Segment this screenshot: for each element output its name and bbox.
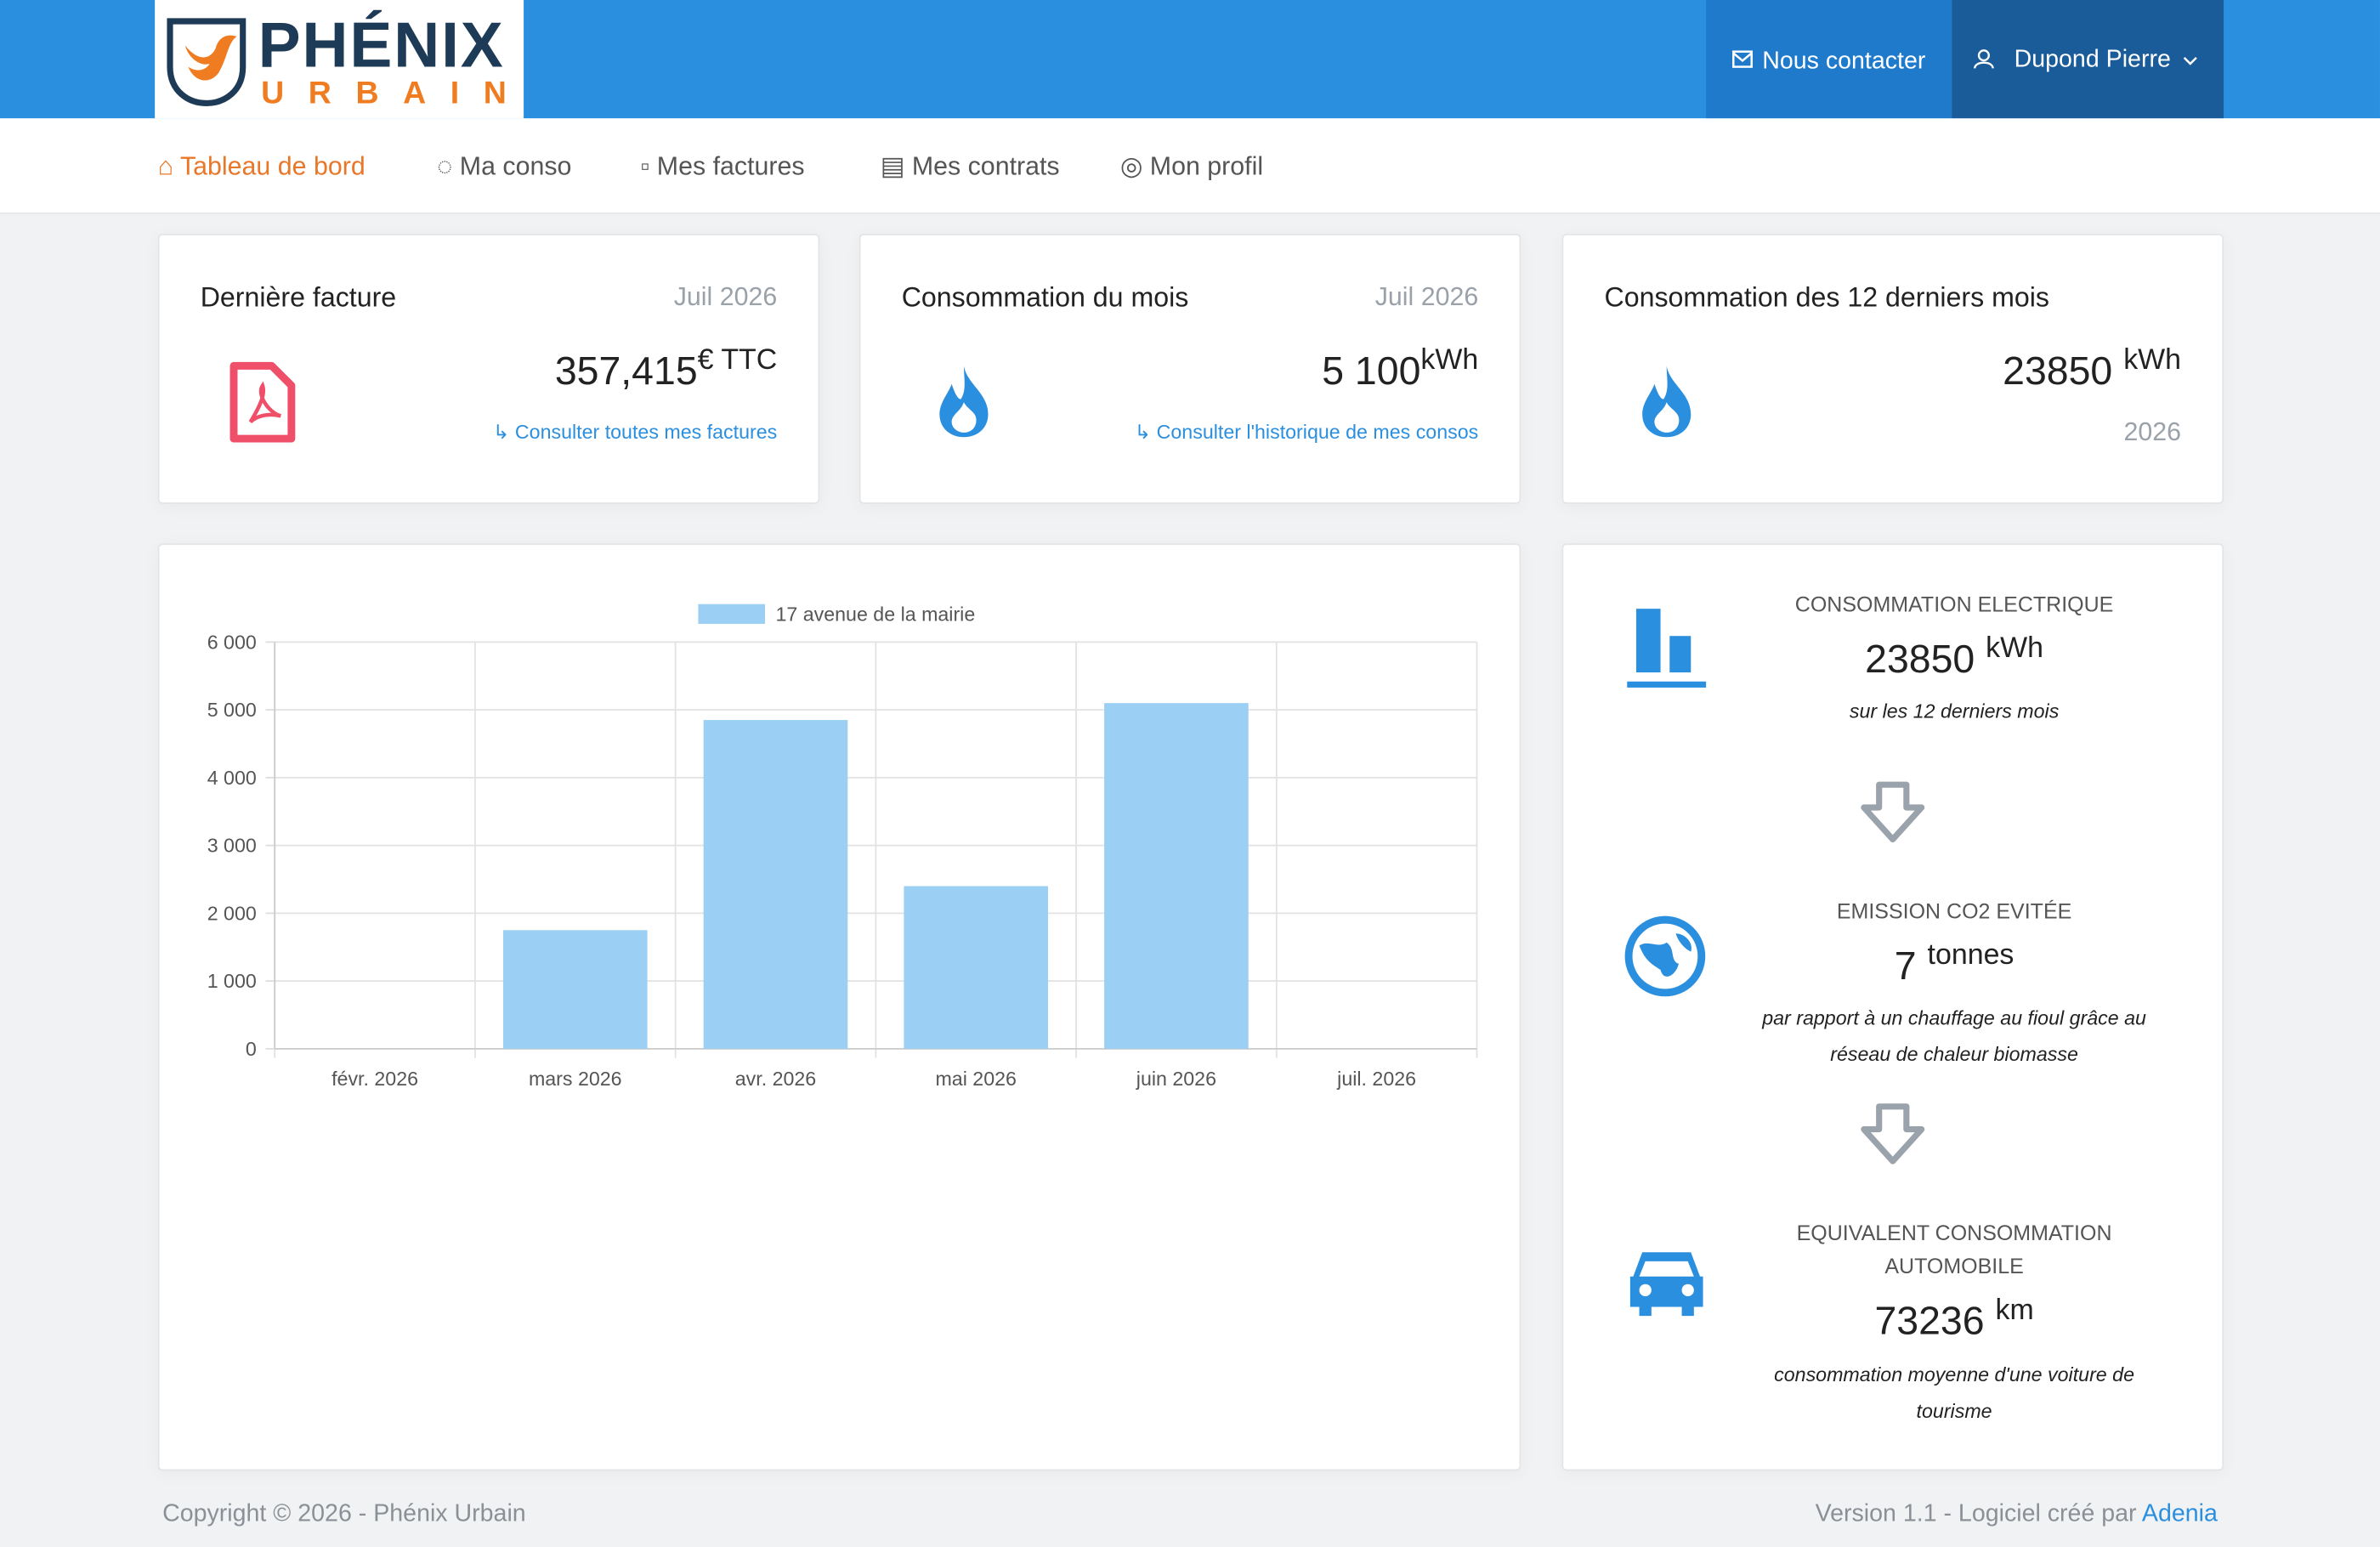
summary-panel: CONSOMMATION ELECTRIQUE 23850 kWh sur le… [1561, 543, 2224, 1471]
nav-label: Mes factures [656, 151, 805, 181]
bar [703, 720, 848, 1049]
version: Version 1.1 - Logiciel créé par Adenia [1816, 1501, 2218, 1528]
footer-link[interactable]: Adenia [2141, 1501, 2218, 1527]
user-name: Dupond Pierre [2014, 47, 2171, 73]
user-icon [1974, 49, 1994, 69]
nav-item[interactable]: ◌ Ma conso [437, 152, 571, 183]
nav-label: Mon profil [1149, 151, 1264, 181]
nav-bar [0, 118, 2380, 214]
bar-icon [1627, 609, 1707, 688]
legend-swatch [698, 604, 765, 624]
bar [904, 886, 1049, 1049]
y-tick-label: 0 [246, 1038, 257, 1060]
logo-title: PHÉNIX [258, 8, 505, 81]
summary-title: EQUIVALENT CONSOMMATION AUTOMOBILE [1796, 1220, 2112, 1278]
unit: kWh [1986, 632, 2044, 666]
legend-label: 17 avenue de la mairie [775, 603, 975, 625]
unit: € TTC [697, 344, 778, 377]
value: 357,415 [554, 347, 698, 394]
down-arrow [1861, 781, 1925, 843]
value: 73236 [1874, 1297, 1985, 1344]
y-tick-label: 1 000 [207, 970, 257, 992]
nav-icon: ▤ [880, 151, 905, 181]
nav-icon: ◎ [1119, 151, 1143, 181]
globe-icon [1624, 915, 1706, 997]
card-period: Juil 2026 [673, 282, 778, 312]
invoice-card: Dernière facture Juil 2026 357,415€ TTC … [157, 233, 820, 504]
nav-label: Tableau de bord [179, 151, 366, 181]
card-value: 23850 kWh [2003, 344, 2181, 394]
value: 5 100 [1322, 347, 1421, 394]
card-period: Juil 2026 [1374, 282, 1479, 312]
unit: km [1995, 1295, 2034, 1327]
nav-label: Mes contrats [911, 151, 1060, 181]
x-tick-label: mars 2026 [529, 1068, 622, 1090]
user-menu[interactable]: Dupond Pierre [1952, 0, 2224, 119]
down-arrow [1861, 1103, 1925, 1164]
card-title: Consommation des 12 derniers mois [1604, 282, 2049, 313]
y-tick-label: 4 000 [207, 767, 257, 789]
bar [1104, 703, 1249, 1049]
value: 23850 [2003, 347, 2113, 394]
card-value: 357,415€ TTC [555, 344, 777, 394]
nav-item[interactable]: ▫ Mes factures [641, 152, 805, 183]
x-tick-label: févr. 2026 [332, 1068, 418, 1090]
pdf-icon [230, 361, 296, 443]
card-title: Consommation du mois [901, 282, 1189, 313]
nav-item[interactable]: ⌂ Tableau de bord [158, 152, 366, 183]
x-tick-label: avr. 2026 [735, 1068, 816, 1090]
y-tick-label: 5 000 [207, 699, 257, 721]
nav-item[interactable]: ▤ Mes contrats [881, 152, 1060, 183]
month-card: Consommation du mois Juil 2026 5 100kWh … [858, 233, 1522, 504]
unit: tonnes [1927, 939, 2014, 972]
summary-note: par rapport à un chauffage au fioul grâc… [1762, 1006, 2146, 1066]
logo[interactable]: PHÉNIX URBAIN [155, 0, 524, 119]
nav-icon: ⌂ [157, 151, 174, 181]
mail-icon [1732, 50, 1753, 68]
card-period: 2026 [2123, 417, 2182, 446]
card-value: 5 100kWh [1322, 344, 1478, 394]
nav-label: Ma conso [459, 151, 572, 181]
contact-button[interactable]: Nous contacter [1706, 0, 1952, 119]
summary-title: EMISSION CO2 EVITÉE [1836, 898, 2072, 923]
logo-subtitle: URBAIN [261, 76, 531, 111]
summary-note: consommation moyenne d'une voiture de to… [1774, 1363, 2135, 1423]
logo-icon [167, 18, 246, 106]
year-card: Consommation des 12 derniers mois 23850 … [1561, 233, 2224, 504]
copyright: Copyright © 2026 - Phénix Urbain [162, 1501, 526, 1527]
flame-icon [939, 366, 989, 438]
card-link[interactable]: ↳ Consulter toutes mes factures [492, 420, 778, 444]
nav-item[interactable]: ◎ Mon profil [1120, 152, 1263, 183]
y-tick-label: 3 000 [207, 835, 257, 857]
contact-label: Nous contacter [1762, 48, 1926, 75]
chart: 0 1 000 2 000 3 000 4 000 5 000 6 000 17 avenue… [207, 603, 1478, 1090]
flame-icon [1642, 366, 1692, 438]
summary-value: 7 tonnes [1731, 939, 2179, 989]
chart-panel: 0 1 000 2 000 3 000 4 000 5 000 6 000 17 avenue… [157, 543, 1522, 1471]
summary-title: CONSOMMATION ELECTRIQUE [1794, 592, 2114, 616]
y-tick-label: 6 000 [207, 631, 257, 653]
summary-value: 73236 km [1731, 1295, 2179, 1345]
unit: kWh [1420, 344, 1479, 377]
value: 7 [1894, 942, 1917, 989]
chevron [2183, 56, 2197, 65]
summary-note: sur les 12 derniers mois [1849, 700, 2060, 722]
x-tick-label: juil. 2026 [1336, 1068, 1416, 1090]
x-tick-label: mai 2026 [935, 1068, 1016, 1090]
bar [502, 930, 648, 1049]
x-tick-label: juin 2026 [1136, 1068, 1216, 1090]
unit: kWh [2123, 344, 2182, 377]
y-tick-label: 2 000 [207, 902, 257, 924]
nav-icon: ▫ [640, 151, 650, 181]
car-icon [1629, 1252, 1703, 1317]
value: 23850 [1865, 636, 1975, 682]
card-title: Dernière facture [200, 282, 397, 313]
summary-value: 23850 kWh [1731, 633, 2179, 683]
nav-icon: ◌ [437, 151, 453, 181]
version-text: Version 1.1 - Logiciel créé par [1815, 1501, 2137, 1527]
card-link[interactable]: ↳ Consulter l'historique de mes consos [1134, 420, 1479, 444]
